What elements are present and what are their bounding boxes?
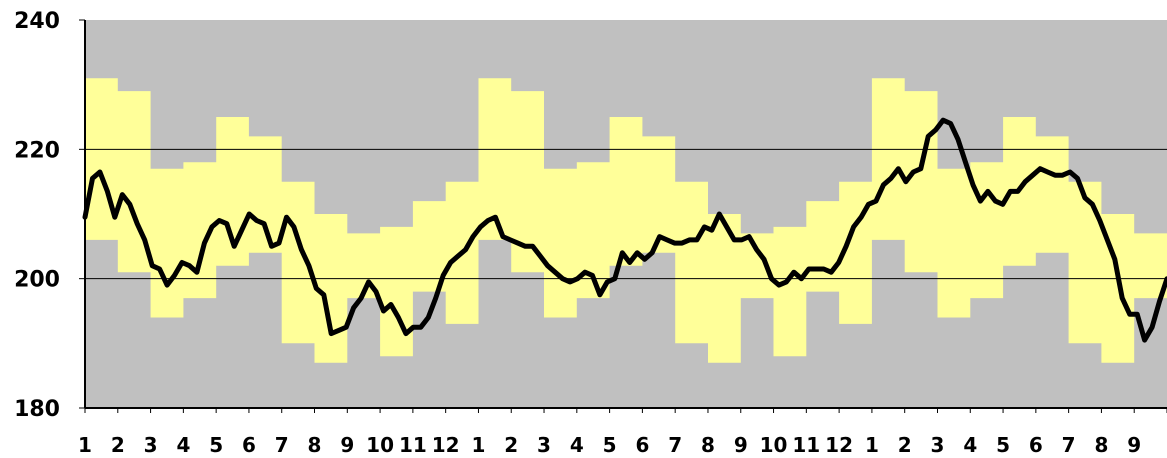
x-tick-label: 4 — [176, 433, 190, 457]
x-tick-label: 3 — [931, 433, 945, 457]
x-tick-label: 7 — [668, 433, 682, 457]
x-tick-label: 1 — [78, 433, 92, 457]
x-tick-label: 2 — [504, 433, 518, 457]
x-tick-label: 12 — [825, 433, 853, 457]
x-tick-label: 5 — [603, 433, 617, 457]
x-tick-label: 6 — [635, 433, 649, 457]
x-tick-label: 9 — [340, 433, 354, 457]
y-tick-label: 240 — [14, 9, 60, 34]
y-tick-label: 220 — [14, 138, 60, 163]
x-tick-label: 6 — [242, 433, 256, 457]
x-tick-label: 1 — [472, 433, 486, 457]
x-tick-labels: 1 2 3 4 5 6 7 8 9 10 11 12 1 2 3 4 5 6 7 8 9 10 11 12 1 2 3 4 5 6 7 8 9 — [78, 433, 1141, 457]
x-tick-label: 10 — [760, 433, 788, 457]
x-tick-label: 2 — [111, 433, 125, 457]
x-tick-label: 7 — [1062, 433, 1076, 457]
x-tick-label: 4 — [570, 433, 584, 457]
x-tick-label: 9 — [1127, 433, 1141, 457]
axis-layer — [79, 19, 1167, 413]
x-tick-label: 9 — [734, 433, 748, 457]
x-tick-label: 8 — [701, 433, 715, 457]
x-tick-label: 5 — [209, 433, 223, 457]
y-tick-label: 200 — [14, 268, 60, 293]
x-tick-label: 6 — [1029, 433, 1043, 457]
y-tick-labels: 180 200 220 240 — [14, 9, 60, 422]
x-tick-label: 2 — [898, 433, 912, 457]
x-tick-label: 12 — [432, 433, 460, 457]
x-tick-label: 3 — [537, 433, 551, 457]
x-tick-label: 8 — [1094, 433, 1108, 457]
x-tick-label: 11 — [399, 433, 427, 457]
grid-layer — [85, 148, 1167, 280]
x-tick-label: 11 — [792, 433, 820, 457]
x-tick-label: 3 — [144, 433, 158, 457]
x-tick-label: 4 — [963, 433, 977, 457]
series-line — [82, 117, 1167, 343]
x-tick-label: 1 — [865, 433, 879, 457]
x-tick-label: 7 — [275, 433, 289, 457]
y-tick-label: 180 — [14, 397, 60, 422]
x-tick-label: 8 — [308, 433, 322, 457]
series-layer — [82, 117, 1167, 343]
x-tick-label: 5 — [996, 433, 1010, 457]
x-tick-label: 10 — [366, 433, 394, 457]
